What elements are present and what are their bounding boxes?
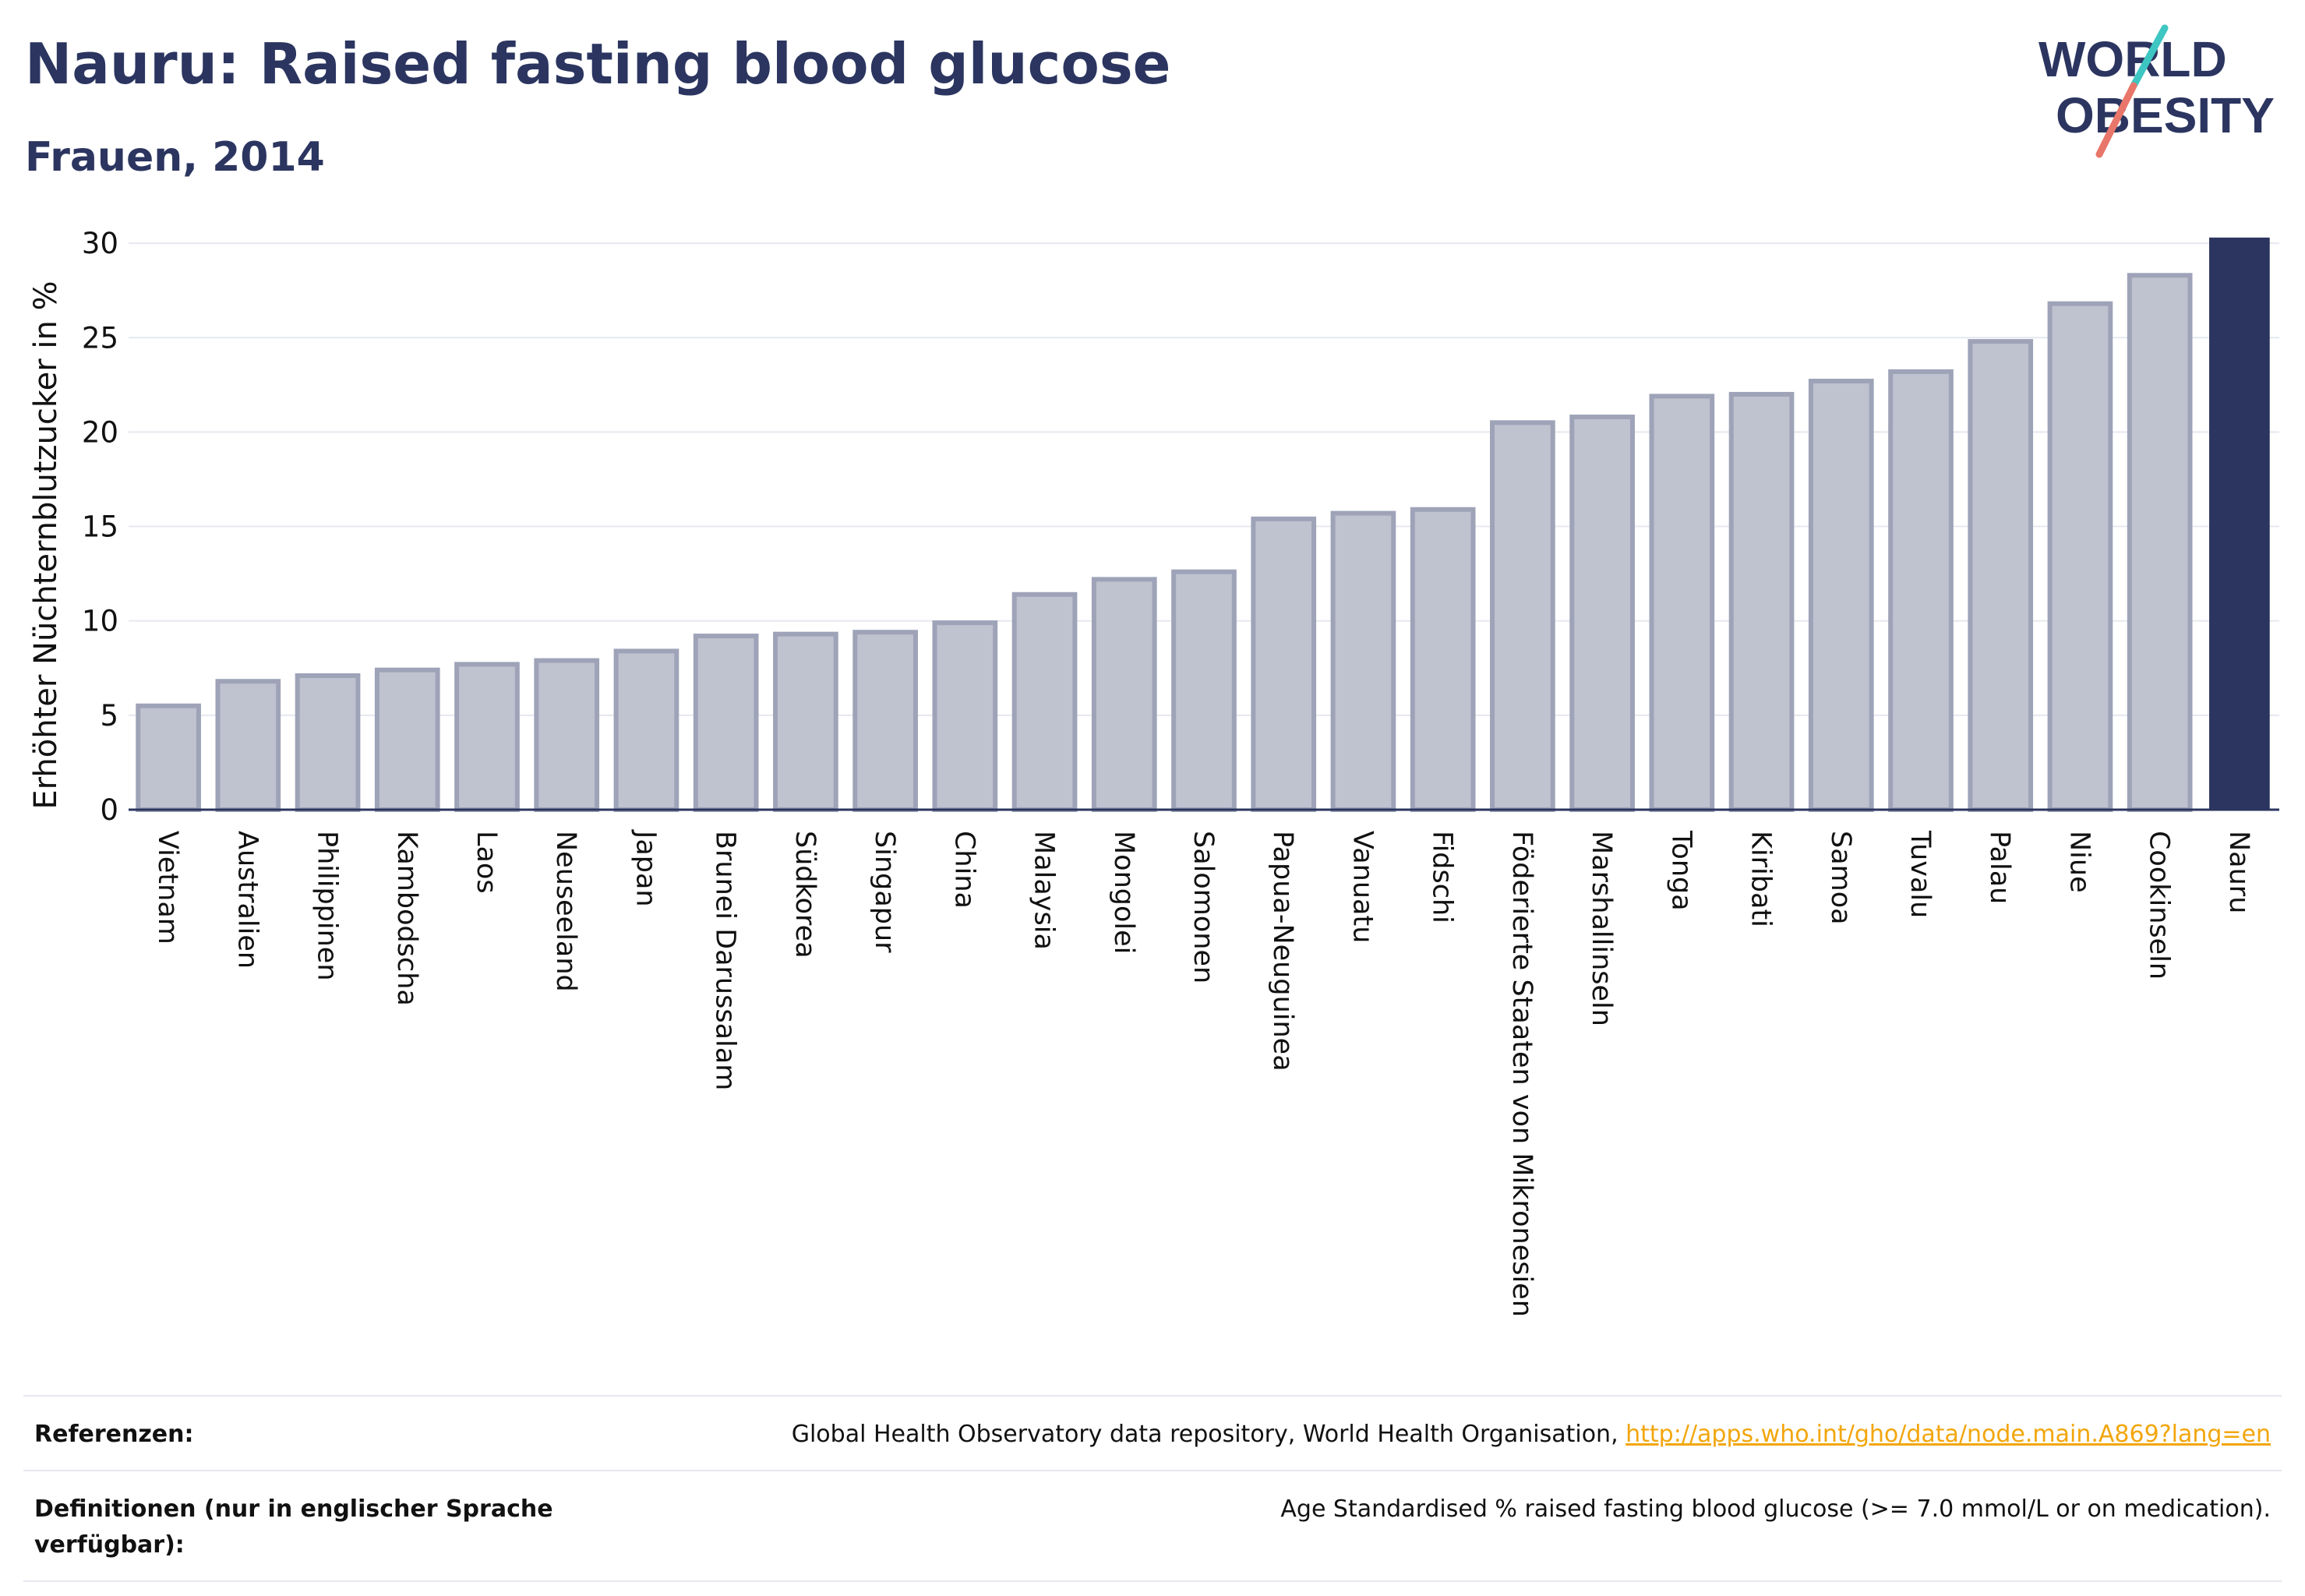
x-tick-label: Kiribati [1746, 831, 1777, 927]
bar-cookinseln [2127, 273, 2193, 812]
y-tick-label: 10 [82, 605, 118, 638]
references-link[interactable]: http://apps.who.int/gho/data/node.main.A… [1626, 1421, 2271, 1448]
references-table: Referenzen: Global Health Observatory da… [23, 1395, 2282, 1582]
bar-palau [1968, 339, 2034, 812]
y-tick-label: 15 [82, 510, 118, 544]
x-tick-label: Föderierte Staaten von Mikronesien [1506, 831, 1537, 1317]
bar-laos [454, 662, 520, 813]
bar-tuvalu [1888, 369, 1954, 812]
x-tick-label: Cookinseln [2144, 831, 2175, 980]
bar-tonga [1649, 394, 1715, 812]
x-tick-label: Marshallinseln [1586, 831, 1617, 1026]
x-tick-label: Neuseeland [550, 831, 581, 992]
logo-slash-teal [2130, 24, 2169, 90]
bar-neuseeland [534, 658, 600, 813]
logo-line2: OBESITY [2056, 87, 2275, 143]
y-tick-label: 20 [82, 415, 118, 449]
bar-vanuatu [1330, 510, 1396, 813]
x-tick-label: Südkorea [789, 831, 821, 959]
bar-malaysia [1011, 591, 1078, 813]
x-tick-label: Mongolei [1108, 831, 1139, 954]
references-text: Global Health Observatory data repositor… [791, 1421, 1626, 1448]
x-tick-label: Kambodscha [391, 831, 422, 1006]
definitions-label: Definitionen (nur in englischer Sprache … [34, 1495, 553, 1559]
x-tick-label: Papua-Neuguinea [1267, 831, 1298, 1072]
x-tick-label: Niue [2063, 831, 2095, 893]
x-tick-label: Laos [471, 831, 502, 894]
bar-nauru [2209, 237, 2270, 810]
bars [136, 237, 2270, 813]
y-axis-label: Erhöhter Nüchternblutzucker in % [28, 281, 64, 809]
x-tick-label: Brunei Darussalam [710, 831, 741, 1090]
x-tick-label: Nauru [2223, 831, 2254, 913]
references-label: Referenzen: [34, 1421, 194, 1448]
logo-line1: WORLD [2038, 31, 2227, 87]
bar-papua-neuguinea [1251, 516, 1317, 813]
bar-vietnam [136, 703, 201, 813]
page-subtitle: Frauen, 2014 [25, 134, 325, 181]
x-tick-label: Vietnam [152, 831, 183, 945]
x-tick-labels: Vietnam Australien Philippinen Kambodscha La… [152, 829, 2254, 1317]
y-tick-labels: 0 5 10 15 20 25 30 [82, 227, 118, 827]
bar-australien [215, 679, 281, 812]
bar-föderierte-staaten-von-mikronesien [1490, 420, 1555, 813]
definitions-row: Definitionen (nur in englischer Sprache … [23, 1470, 2282, 1582]
world-obesity-logo: WORLD OBESITY [2038, 24, 2275, 158]
x-tick-label: Japan [630, 829, 661, 907]
references-row: Referenzen: Global Health Observatory da… [23, 1395, 2282, 1470]
bar-salomonen [1171, 569, 1237, 812]
x-tick-label: Australien [231, 831, 263, 969]
y-tick-label: 5 [100, 699, 118, 733]
x-tick-label: Samoa [1825, 831, 1856, 925]
bar-kambodscha [374, 667, 440, 813]
bar-japan [613, 648, 679, 812]
x-tick-label: Singapur [869, 831, 900, 953]
bar-samoa [1808, 378, 1874, 812]
references-value: Global Health Observatory data repositor… [792, 1417, 2271, 1453]
x-tick-label: Tonga [1665, 830, 1696, 911]
bar-südkorea [773, 631, 838, 813]
bar-kiribati [1728, 391, 1795, 812]
x-tick-label: Tuvalu [1904, 830, 1936, 918]
bar-chart: 0 5 10 15 20 25 30 Vietnam Australien Philippine… [28, 227, 2279, 1317]
bar-brunei-darussalam [693, 634, 759, 812]
bar-singapur [852, 630, 918, 812]
bar-china [932, 620, 998, 812]
page-title: Nauru: Raised fasting blood glucose [25, 31, 1171, 97]
definitions-value: Age Standardised % raised fasting blood … [1280, 1495, 2271, 1523]
bar-philippinen [295, 673, 361, 813]
y-tick-label: 25 [82, 321, 118, 355]
x-tick-label: Salomonen [1188, 831, 1219, 983]
x-tick-label: Philippinen [312, 831, 343, 981]
x-tick-label: Malaysia [1029, 831, 1060, 950]
x-tick-label: Vanuatu [1347, 831, 1378, 943]
bar-niue [2047, 301, 2113, 812]
x-tick-label: China [948, 831, 980, 909]
y-tick-label: 30 [82, 227, 118, 260]
bar-mongolei [1091, 577, 1157, 813]
x-tick-label: Palau [1984, 831, 2015, 904]
bar-marshallinseln [1569, 415, 1635, 813]
x-tick-label: Fidschi [1427, 831, 1458, 923]
bar-fidschi [1410, 507, 1476, 812]
y-tick-label: 0 [100, 793, 118, 827]
logo-slash-coral [2095, 82, 2137, 158]
